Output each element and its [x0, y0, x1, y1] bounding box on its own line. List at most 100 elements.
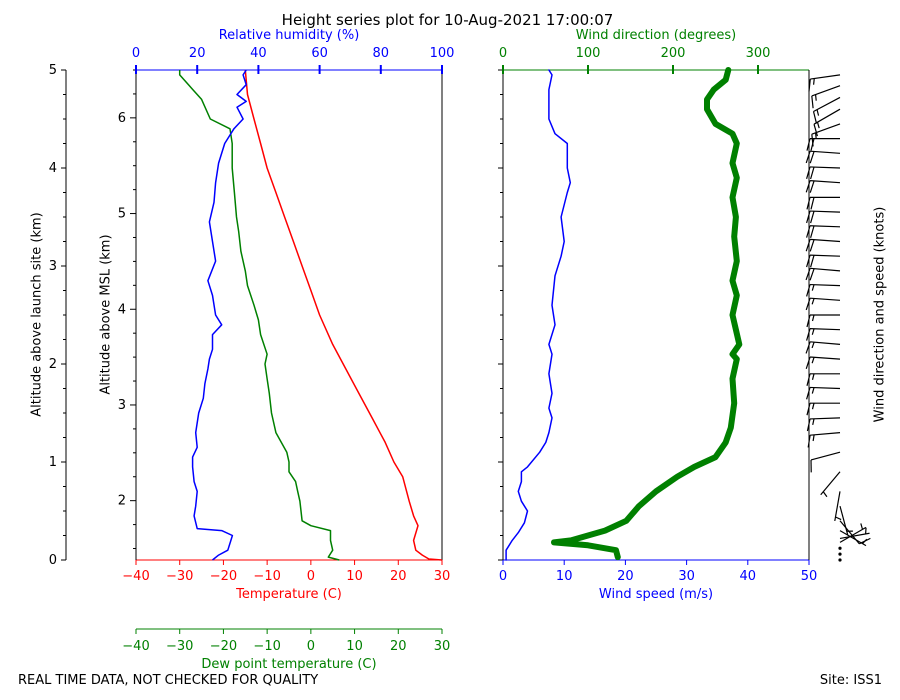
- barb-shaft: [810, 451, 841, 461]
- barb-full-feather: [806, 138, 811, 151]
- temperature-axis-tick-label: −30: [166, 569, 193, 584]
- barb-full-feather: [806, 328, 811, 341]
- barb-full-feather: [805, 180, 811, 193]
- barb-shaft: [809, 254, 841, 257]
- dew-point-temperature-line: [178, 70, 340, 561]
- barb-full-feather: [806, 210, 811, 224]
- barb-shaft: [811, 85, 841, 97]
- barb-half-feather: [811, 357, 815, 364]
- barb-shaft: [810, 432, 841, 436]
- dewpoint-axis-label: Dew point temperature (C): [201, 657, 377, 672]
- barb-full-feather: [812, 111, 818, 124]
- wind-speed-line: [505, 69, 572, 561]
- direction-axis-tick-label: 100: [576, 46, 601, 61]
- barb-full-feather: [806, 225, 811, 238]
- barb-shaft: [810, 341, 841, 345]
- barb-half-feather: [822, 491, 828, 498]
- rh-axis-tick-label: 100: [430, 46, 455, 61]
- barb-full-feather: [809, 151, 815, 164]
- speed-axis-tick-label: 30: [678, 569, 695, 584]
- barb-full-feather: [806, 403, 811, 416]
- dewpoint-axis-tick-label: 10: [346, 639, 363, 654]
- wind-direction-axis-label: Wind direction (degrees): [575, 28, 737, 43]
- barb-shaft: [810, 150, 841, 154]
- barb-half-feather: [811, 314, 815, 322]
- barb-shaft: [810, 74, 841, 80]
- wind-barb: [806, 283, 841, 297]
- wind-barb: [811, 85, 841, 109]
- barb-full-feather: [806, 197, 811, 210]
- barb-full-feather: [805, 341, 811, 354]
- barb-full-feather: [805, 239, 811, 252]
- wind-barb: [807, 432, 841, 448]
- msl-axis-tick-label: 6: [118, 111, 126, 126]
- barb-half-feather: [835, 516, 842, 521]
- barb-shaft: [813, 108, 841, 125]
- relative-humidity-line: [191, 69, 247, 561]
- wind-barb: [806, 417, 841, 432]
- temperature-axis-tick-label: 30: [434, 569, 451, 584]
- wind-barb: [838, 546, 842, 550]
- launch-axis-tick-label: 3: [49, 259, 57, 274]
- barb-shaft: [810, 356, 841, 360]
- wind-barb: [839, 520, 871, 545]
- wind-barb: [838, 552, 842, 556]
- wind-barb: [806, 210, 841, 224]
- wind-barb: [839, 527, 870, 540]
- speed-axis-tick-label: 20: [617, 569, 634, 584]
- rh-axis-tick-label: 60: [311, 46, 328, 61]
- barb-shaft: [839, 505, 849, 536]
- barb-half-feather: [812, 434, 815, 442]
- barb-shaft: [809, 166, 841, 169]
- wind-barb: [805, 341, 841, 354]
- calm-wind-dot: [838, 546, 842, 550]
- barb-full-feather: [806, 166, 811, 180]
- wind-barbs-column: [805, 74, 871, 562]
- barb-half-feather: [811, 284, 815, 291]
- barb-full-feather: [859, 537, 871, 545]
- barb-full-feather: [809, 268, 815, 281]
- barb-shaft: [839, 526, 867, 543]
- wind-barb: [805, 356, 841, 369]
- barb-half-feather: [816, 122, 820, 129]
- launch-axis-tick-label: 0: [49, 553, 57, 568]
- barb-full-feather: [806, 373, 811, 386]
- wind-barb: [805, 180, 841, 193]
- barb-full-feather: [806, 284, 811, 297]
- wind-barb: [806, 225, 841, 238]
- barb-full-feather: [806, 418, 811, 432]
- launch-axis-tick-label: 5: [49, 63, 57, 78]
- barb-full-feather: [807, 435, 811, 448]
- barb-half-feather: [812, 418, 815, 425]
- msl-axis-tick-label: 4: [118, 302, 126, 317]
- barb-full-feather: [806, 387, 811, 400]
- barb-shaft: [810, 297, 841, 301]
- temperature-axis-tick-label: 20: [390, 569, 407, 584]
- calm-wind-dot: [838, 552, 842, 556]
- wind-direction-line: [551, 67, 743, 561]
- rh-axis-tick-label: 20: [189, 46, 206, 61]
- barb-half-feather: [811, 341, 815, 349]
- barb-shaft: [810, 238, 841, 243]
- barb-half-feather: [814, 132, 817, 140]
- wind-barb: [811, 123, 841, 147]
- wind-barb: [805, 150, 841, 164]
- barb-full-feather: [810, 197, 815, 210]
- wind-barb: [812, 96, 841, 124]
- dewpoint-axis-tick-label: 30: [434, 639, 451, 654]
- wind-barb: [805, 297, 841, 311]
- wind-barb: [838, 558, 842, 562]
- barb-half-feather: [811, 328, 815, 335]
- msl-axis-tick-label: 2: [118, 494, 126, 509]
- dewpoint-axis-tick-label: −40: [122, 639, 149, 654]
- barb-full-feather: [805, 268, 811, 281]
- chart-title: Height series plot for 10-Aug-2021 17:00…: [281, 11, 614, 29]
- barb-half-feather: [816, 109, 820, 116]
- barb-full-feather: [808, 79, 811, 92]
- wind-barb: [806, 166, 841, 180]
- wind-barbs-axis-label: Wind direction and speed (knots): [872, 206, 888, 423]
- wind-barb: [806, 373, 840, 386]
- launch-axis-tick-label: 1: [49, 455, 57, 470]
- quality-disclaimer: REAL TIME DATA, NOT CHECKED FOR QUALITY: [18, 673, 319, 688]
